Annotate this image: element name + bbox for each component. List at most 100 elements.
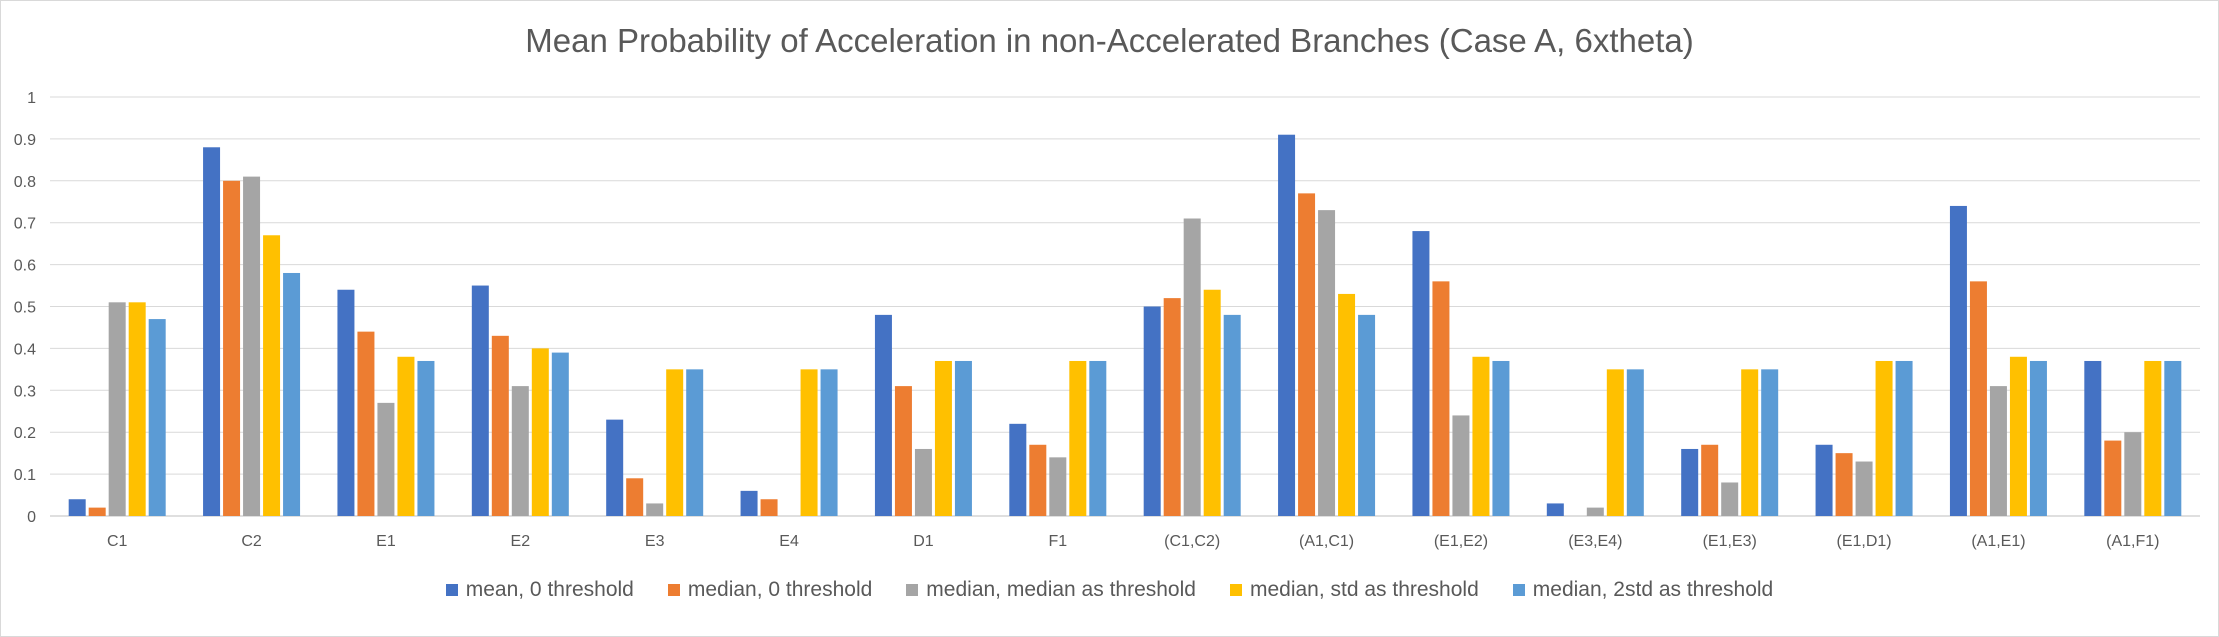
legend-item: median, 0 threshold (667, 578, 873, 602)
bar (491, 335, 509, 516)
y-tick-label: 0.7 (14, 216, 36, 233)
legend-item: median, std as threshold (1229, 578, 1479, 602)
y-tick-label: 0.1 (14, 467, 36, 484)
bar (1318, 210, 1336, 516)
bar (1452, 415, 1470, 516)
bar (88, 507, 106, 516)
x-tick-label: (E1,D1) (1837, 533, 1892, 550)
y-tick-label: 0.9 (14, 132, 36, 149)
bar (2124, 432, 2142, 516)
bar (1875, 360, 1893, 516)
bar (357, 331, 375, 516)
bar (1835, 453, 1853, 516)
bar (914, 448, 932, 516)
bar (1029, 444, 1047, 516)
bar (1278, 134, 1296, 516)
bar (1969, 281, 1987, 516)
bar (223, 180, 241, 517)
x-tick-label: (A1,F1) (2106, 533, 2159, 550)
x-tick-label: D1 (913, 533, 934, 550)
bar (417, 360, 435, 516)
legend-label: median, median as threshold (926, 578, 1196, 601)
bar (820, 369, 838, 516)
bar (1949, 205, 1967, 516)
bar (1183, 218, 1201, 516)
bar (666, 369, 684, 516)
bar (686, 369, 704, 516)
bar (874, 314, 892, 516)
bar (760, 499, 778, 516)
gridlines (50, 96, 2200, 517)
bar (2104, 440, 2122, 516)
x-tick-label: E3 (645, 533, 665, 550)
bar (2144, 360, 2162, 516)
x-tick-label: E4 (779, 533, 799, 550)
legend-label: median, std as threshold (1249, 578, 1479, 601)
bar (263, 235, 281, 516)
bar (2164, 360, 2182, 516)
bar (2029, 360, 2047, 516)
x-tick-label: E2 (511, 533, 531, 550)
x-tick-label: (C1,C2) (1164, 533, 1220, 550)
x-tick-label: E1 (376, 533, 396, 550)
chart-title: Mean Probability of Acceleration in non-… (525, 22, 1694, 59)
bar (1546, 503, 1564, 516)
legend: mean, 0 threshold median, 0 threshold medi… (0, 578, 2219, 602)
x-tick-label: (E3,E4) (1568, 533, 1622, 550)
bar (1721, 482, 1739, 516)
bar (1761, 369, 1779, 516)
bar (606, 419, 624, 516)
x-tick-label: (A1,C1) (1299, 533, 1354, 550)
bar (1681, 448, 1699, 516)
bar (243, 176, 261, 517)
x-tick-label: (E1,E2) (1434, 533, 1488, 550)
bar (203, 147, 221, 516)
bar (954, 360, 972, 516)
bar (934, 360, 952, 516)
legend-label: median, 2std as threshold (1532, 578, 1774, 601)
legend-label: median, 0 threshold (687, 578, 873, 601)
bar (337, 289, 355, 516)
bar (1492, 360, 1510, 516)
bar (1855, 461, 1873, 516)
bar (1298, 193, 1316, 516)
x-tick-label: C2 (241, 533, 262, 550)
legend-swatch (906, 584, 919, 596)
bar (1586, 507, 1604, 516)
bar (1895, 360, 1913, 516)
bar (1701, 444, 1719, 516)
bar (68, 499, 86, 516)
y-tick-label: 0.5 (14, 300, 36, 317)
bar (377, 402, 395, 516)
bar (1143, 306, 1161, 516)
y-tick-label: 0.8 (14, 174, 36, 191)
bar (646, 503, 664, 516)
legend-swatch (1512, 584, 1525, 596)
y-tick-label: 0.2 (14, 425, 36, 442)
bar (1626, 369, 1644, 516)
bar (894, 386, 912, 516)
bar (1338, 293, 1356, 516)
bar (397, 356, 415, 516)
x-axis-tick-labels: C1 C2 E1 E2 E3 E4 D1 F1 (C1,C2) (A1,C1) (E1,E2) (E3… (107, 533, 2160, 550)
bar (1069, 360, 1087, 516)
bar (1009, 423, 1027, 516)
y-axis-tick-labels: 0 0.1 0.2 0.3 0.4 0.5 0.6 0.7 0.8 0.9 1 (14, 90, 36, 526)
bar (471, 285, 489, 516)
bar (1358, 314, 1376, 516)
bar (800, 369, 818, 516)
bar (2084, 360, 2102, 516)
bar (511, 386, 529, 516)
legend-item: median, 2std as threshold (1512, 578, 1774, 602)
bar (1412, 231, 1430, 516)
legend-swatch (667, 584, 680, 596)
bar (148, 319, 166, 516)
legend-swatch (445, 584, 458, 596)
y-tick-label: 0.3 (14, 383, 36, 400)
bar (626, 478, 644, 516)
bar (740, 490, 758, 516)
bar (1606, 369, 1624, 516)
bars (68, 134, 2182, 517)
